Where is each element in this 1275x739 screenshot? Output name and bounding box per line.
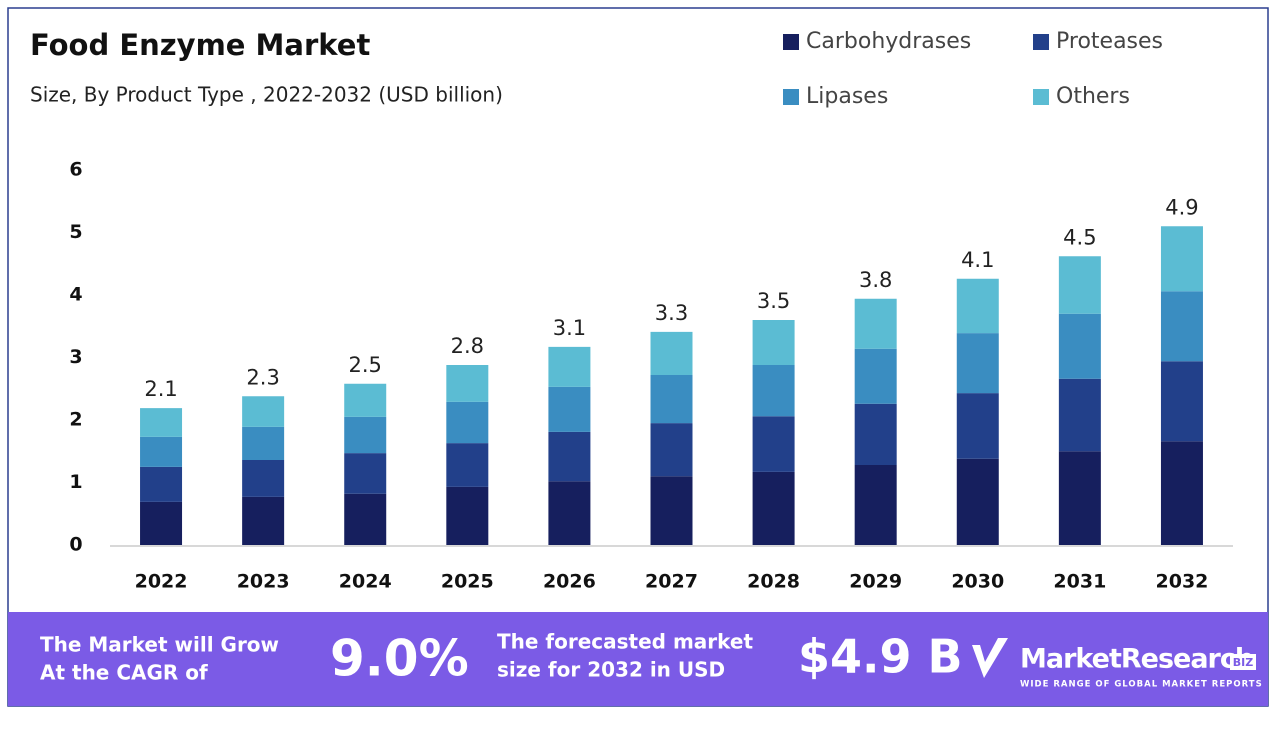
cagr-text: The Market will Grow [40,633,279,657]
bar-segment [548,346,591,387]
bar-segment [548,386,591,432]
logo-badge: BIZ [1233,656,1253,669]
bar-segment [956,278,999,334]
bar-segment [956,333,999,394]
bar-segment [548,431,591,482]
bar-segment [854,465,897,545]
bar-segment [1160,226,1203,292]
bar-segment [242,460,285,497]
bar-segment [140,466,183,502]
y-tick-label: 2 [69,409,82,431]
x-tick-label: 2031 [1053,571,1106,593]
y-tick-label: 0 [69,534,82,556]
y-tick-label: 6 [69,159,82,181]
forecast-text: size for 2032 in USD [497,658,725,682]
total-label: 2.8 [451,334,484,358]
bar-segment [446,365,489,402]
legend-label: Lipases [806,84,888,109]
bar-segment [752,416,795,472]
x-tick-label: 2032 [1156,571,1209,593]
legend-swatch [1033,89,1049,105]
bar-segment [140,436,183,467]
bar-segment [344,493,387,545]
bar-segment [854,403,897,465]
y-tick-label: 5 [69,221,82,243]
x-tick-label: 2023 [237,571,290,593]
bar-segment [446,401,489,444]
total-label: 3.3 [655,301,688,325]
total-label: 4.5 [1063,225,1096,249]
bar-segment [1160,291,1203,362]
y-tick-label: 4 [69,284,82,306]
bar-segment [242,496,285,545]
banner [8,612,1268,706]
cagr-text: At the CAGR of [40,661,208,685]
bar-segment [1160,441,1203,545]
logo: MarketResearch [1020,644,1253,675]
x-tick-label: 2028 [747,571,800,593]
legend-swatch [783,34,799,50]
bar-segment [650,331,693,375]
bar-segment [140,408,183,437]
x-tick-label: 2029 [849,571,902,593]
bar-segment [1160,361,1203,442]
logo-tagline: WIDE RANGE OF GLOBAL MARKET REPORTS [1020,680,1263,690]
bar-segment [854,348,897,404]
total-label: 2.5 [349,353,382,377]
bar-segment [752,365,795,417]
total-label: 3.1 [553,316,586,340]
bar-segment [752,320,795,365]
bar-segment [446,443,489,487]
total-label: 4.1 [961,248,994,272]
bar-segment [854,298,897,349]
x-tick-label: 2030 [951,571,1004,593]
cagr-value: 9.0% [330,630,469,688]
chart-subtitle: Size, By Product Type , 2022-2032 (USD b… [30,83,503,107]
total-label: 4.9 [1165,195,1198,219]
bar-segment [650,423,693,477]
total-label: 3.5 [757,289,790,313]
bar-segment [344,383,387,417]
y-tick-label: 1 [69,471,82,493]
bar-segment [956,393,999,459]
bar-segment [650,476,693,545]
bar-segment [1058,256,1101,314]
legend-label: Carbohydrases [806,29,971,54]
bar-segment [242,396,285,427]
bar-segment [752,471,795,545]
total-label: 2.1 [144,377,177,401]
bar-segment [344,416,387,454]
x-tick-label: 2022 [135,571,188,593]
bar-segment [446,486,489,545]
bar-segment [344,453,387,494]
legend-label: Proteases [1056,29,1163,54]
legend-label: Others [1056,84,1130,109]
total-label: 2.3 [246,365,279,389]
chart-title: Food Enzyme Market [30,28,370,62]
bar-segment [140,501,183,545]
bar-segment [1058,451,1101,545]
bar-segment [242,426,285,460]
bar-segment [1058,378,1101,452]
bar-segment [650,375,693,424]
x-tick-label: 2026 [543,571,596,593]
logo-icon [972,638,1008,678]
forecast-value: $4.9 B [798,630,963,684]
bar-segment [1058,313,1101,379]
x-tick-label: 2027 [645,571,698,593]
x-tick-label: 2024 [339,571,392,593]
legend-swatch [1033,34,1049,50]
total-label: 3.8 [859,268,892,292]
legend-swatch [783,89,799,105]
x-tick-label: 2025 [441,571,494,593]
y-tick-label: 3 [69,346,82,368]
bar-segment [548,481,591,545]
forecast-text: The forecasted market [497,630,753,654]
logo-badge-box [1230,654,1256,670]
bar-segment [956,458,999,545]
